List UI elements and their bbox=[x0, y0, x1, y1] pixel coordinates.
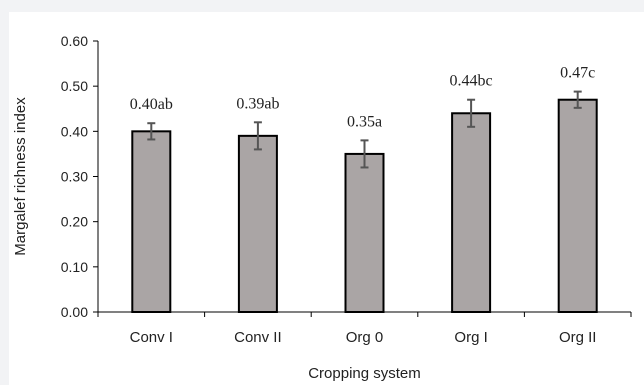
bar bbox=[344, 152, 385, 313]
data-label: 0.39ab bbox=[236, 95, 279, 112]
y-axis-title: Margalef richness index bbox=[12, 97, 29, 256]
x-tick-label: Conv I bbox=[130, 329, 173, 346]
y-tick-label: 0.30 bbox=[61, 169, 88, 185]
y-tick-label: 0.50 bbox=[61, 78, 88, 94]
x-tick-label: Org 0 bbox=[346, 329, 384, 346]
error-bar bbox=[467, 98, 476, 128]
y-tick-label: 0.60 bbox=[61, 33, 88, 49]
error-bar bbox=[573, 90, 582, 109]
error-bar bbox=[147, 122, 156, 141]
data-labels-layer: 0.40ab 0.39ab 0.35a 0.44bc 0.47c bbox=[130, 65, 596, 131]
x-axis-title: Cropping system bbox=[308, 365, 421, 382]
error-bar bbox=[253, 121, 262, 151]
bar bbox=[557, 98, 598, 314]
x-tick-label: Conv II bbox=[234, 329, 282, 346]
y-tick-label: 0.10 bbox=[61, 259, 88, 275]
y-tick-label: 0.20 bbox=[61, 214, 88, 230]
y-ticks: 0.00 0.10 0.20 0.30 0.40 0.50 0.60 bbox=[61, 33, 98, 320]
error-bars-layer bbox=[147, 90, 582, 169]
bars-layer bbox=[131, 98, 598, 314]
y-tick-label: 0.00 bbox=[61, 304, 88, 320]
bar bbox=[451, 112, 492, 314]
bar bbox=[237, 134, 278, 313]
bar bbox=[131, 130, 172, 314]
data-label: 0.47c bbox=[560, 65, 595, 82]
data-label: 0.40ab bbox=[130, 96, 173, 113]
data-label: 0.44bc bbox=[450, 73, 493, 90]
bar-chart: 0.40ab 0.39ab 0.35a 0.44bc 0.47c 0.00 0.10 0.2… bbox=[12, 33, 632, 382]
y-tick-label: 0.40 bbox=[61, 123, 88, 139]
x-tick-label: Org I bbox=[454, 329, 487, 346]
error-bar bbox=[360, 139, 369, 169]
x-ticks: Conv I Conv II Org 0 Org I Org II bbox=[97, 312, 632, 346]
data-label: 0.35a bbox=[347, 113, 382, 130]
chart-container: 0.40ab 0.39ab 0.35a 0.44bc 0.47c 0.00 0.10 0.2… bbox=[9, 12, 644, 385]
x-tick-label: Org II bbox=[559, 329, 597, 346]
